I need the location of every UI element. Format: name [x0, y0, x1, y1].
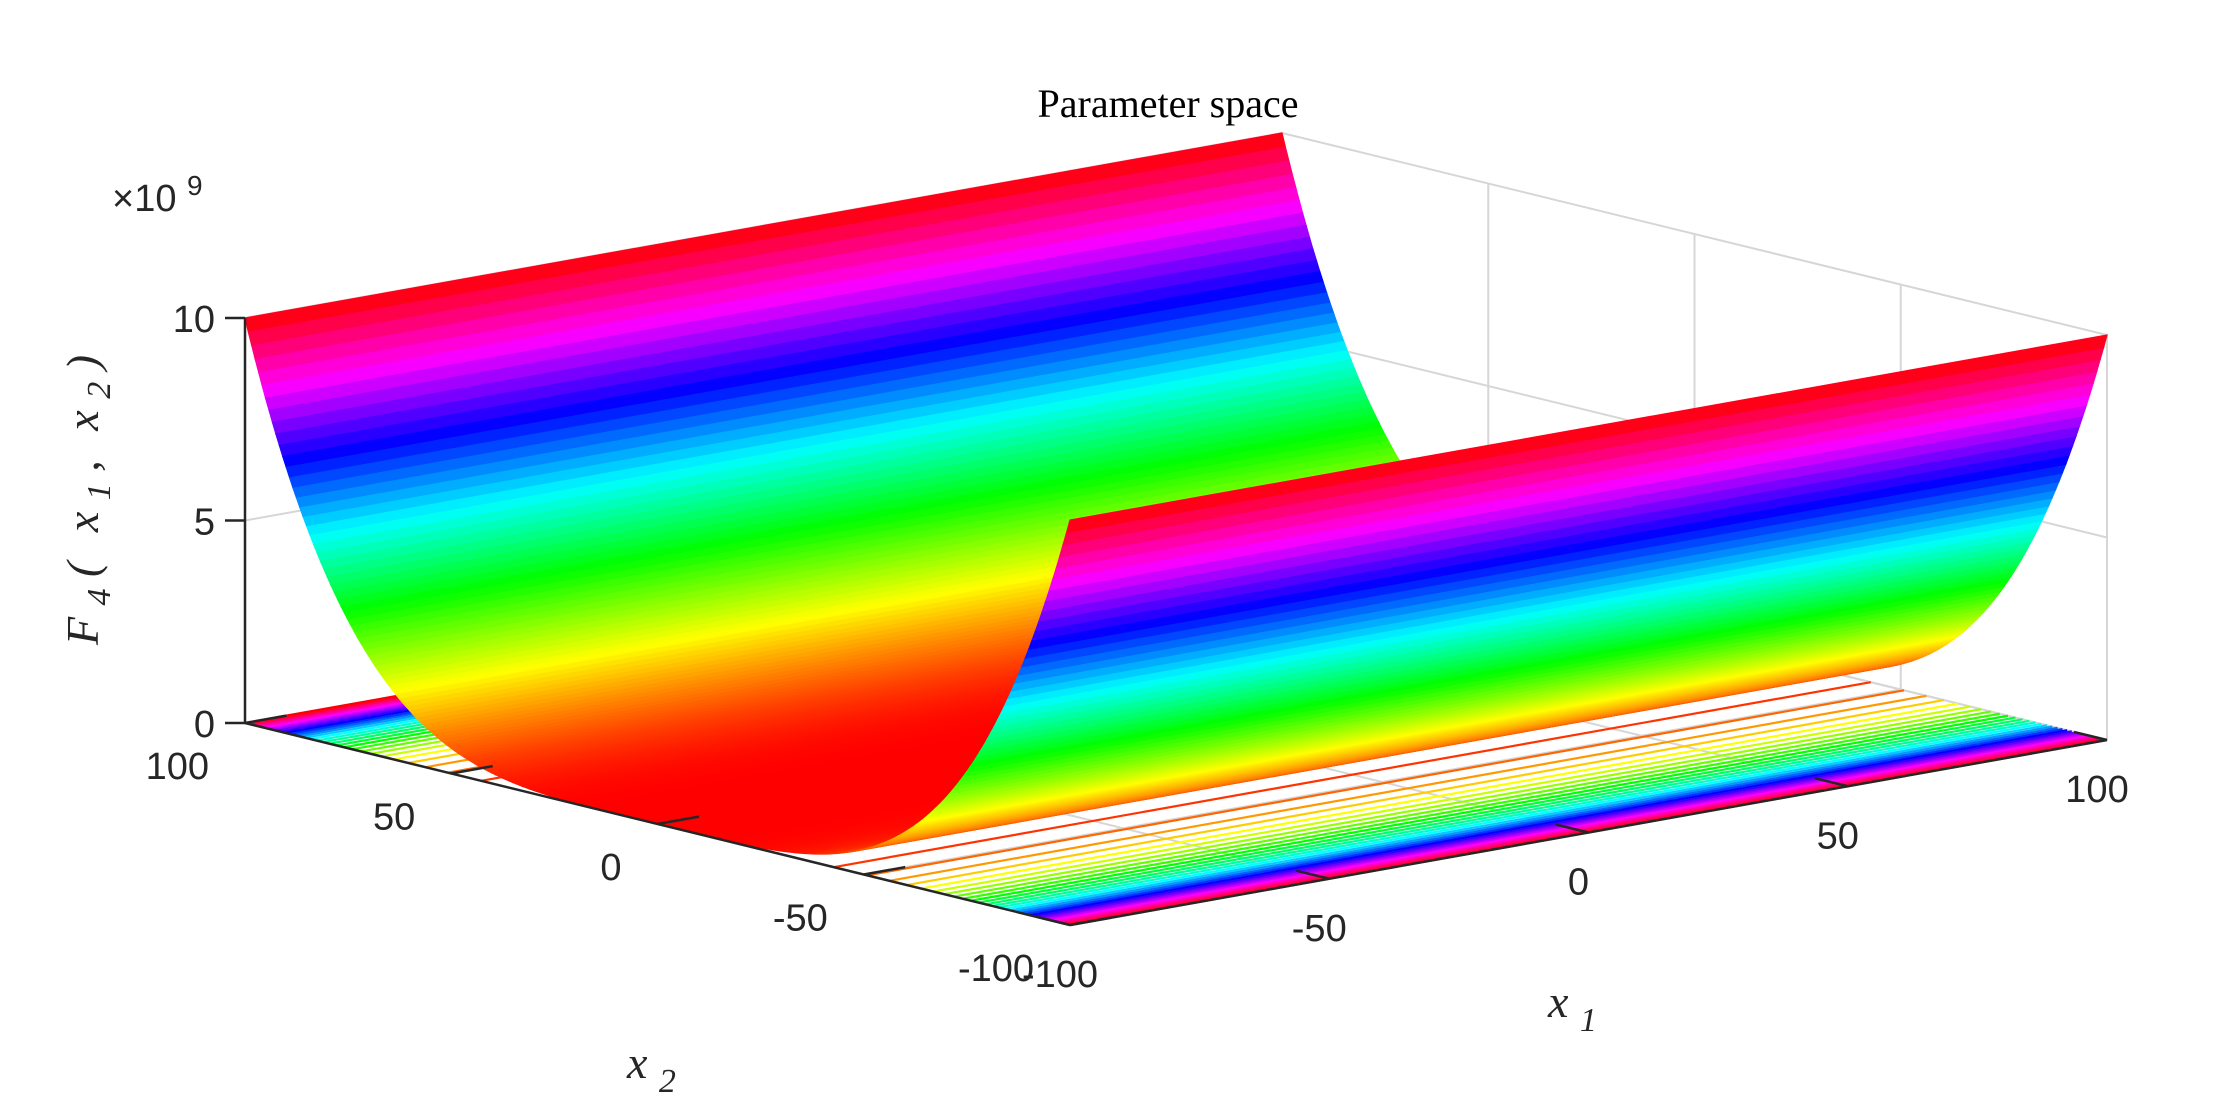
y-tick-label: 0: [600, 847, 621, 889]
grid-line-z-right: [1281, 132, 2108, 336]
z-tick-label: 5: [194, 502, 215, 544]
x-tick-label: -100: [1022, 954, 1098, 996]
y-tick-label: 50: [373, 797, 415, 839]
y-tick-mark: [1069, 916, 1112, 927]
y-tick-mark: [863, 865, 906, 876]
contour-line: [978, 716, 2016, 904]
y-tick-label: 100: [146, 746, 209, 788]
contour-line: [889, 694, 1927, 882]
z-exponent-label: ×10 9: [112, 170, 203, 220]
contour-line: [985, 718, 2023, 906]
contour-line: [1020, 726, 2058, 914]
contour-line: [1009, 724, 2048, 912]
x-label-base: x: [1547, 976, 1569, 1027]
y-label-sub: 2: [659, 1063, 676, 1100]
z-tick-label: 0: [194, 704, 215, 746]
x-tick-mark: [2073, 730, 2108, 742]
y-axis-label: x 2: [626, 1037, 676, 1100]
contour-line: [1025, 728, 2063, 916]
y-tick-mark: [244, 714, 287, 725]
x-tick-label: 0: [1568, 862, 1589, 904]
x-tick-mark: [1295, 869, 1330, 880]
contour-line: [991, 719, 2030, 908]
z-label-arg1-sub: 1: [81, 483, 118, 500]
z-label-open: (: [57, 559, 108, 577]
x-tick-label: 50: [1817, 815, 1859, 857]
y-label-base: x: [626, 1037, 648, 1088]
x-tick-label: 100: [2065, 769, 2128, 811]
z-tick-label: 10: [173, 299, 215, 341]
svg-text:x 1: x 1: [1547, 976, 1597, 1039]
surface-strip: [1065, 334, 2108, 534]
contour-line: [1034, 730, 2073, 918]
y-tick-mark: [451, 764, 493, 775]
svg-text:F 4 ( x: F 4 ( x 1 , x 2 ): [57, 355, 120, 646]
contour-line: [944, 708, 1982, 896]
contour-line: [866, 689, 1905, 877]
contour-line: [920, 702, 1959, 890]
contour-line: [833, 681, 1871, 869]
z-label-base: F: [57, 616, 108, 646]
x-tick-mark: [1555, 823, 1589, 834]
contour-line: [953, 710, 1992, 898]
surface-patches: [244, 132, 2108, 855]
contour-line: [970, 714, 2009, 902]
x-axis-label: x 1: [1547, 976, 1597, 1039]
y-tick-label: -100: [958, 948, 1034, 990]
z-label-sub: 4: [81, 588, 118, 605]
contour-line: [1015, 725, 2053, 913]
z-axis-label: F 4 ( x 1 , x 2 ): [57, 355, 120, 646]
z-label-arg1: x: [57, 511, 108, 533]
grid-line-y-floor: [863, 688, 1901, 876]
z-exponent-base: ×10: [112, 178, 176, 220]
contour-line: [1030, 729, 2068, 917]
chart-title: Parameter space: [1038, 81, 1299, 126]
z-label-sep: ,: [57, 460, 108, 472]
contour-line: [998, 721, 2036, 909]
z-exponent-power: 9: [187, 170, 203, 201]
z-label-arg2-sub: 2: [81, 382, 118, 399]
svg-text:×10 9: ×10 9: [112, 170, 203, 220]
contour-line: [962, 712, 2000, 900]
x-tick-label: -50: [1292, 908, 1347, 950]
x-label-sub: 1: [1580, 1002, 1597, 1039]
y-tick-mark: [657, 815, 700, 826]
contour-line: [906, 698, 1944, 887]
contour-line: [933, 705, 1971, 893]
z-label-arg2: x: [57, 410, 108, 432]
svg-text:x 2: x 2: [626, 1037, 676, 1100]
z-label-close: ): [57, 355, 108, 373]
y-tick-label: -50: [773, 898, 828, 940]
contour-line: [1004, 722, 2042, 911]
x-tick-mark: [1814, 776, 1849, 788]
